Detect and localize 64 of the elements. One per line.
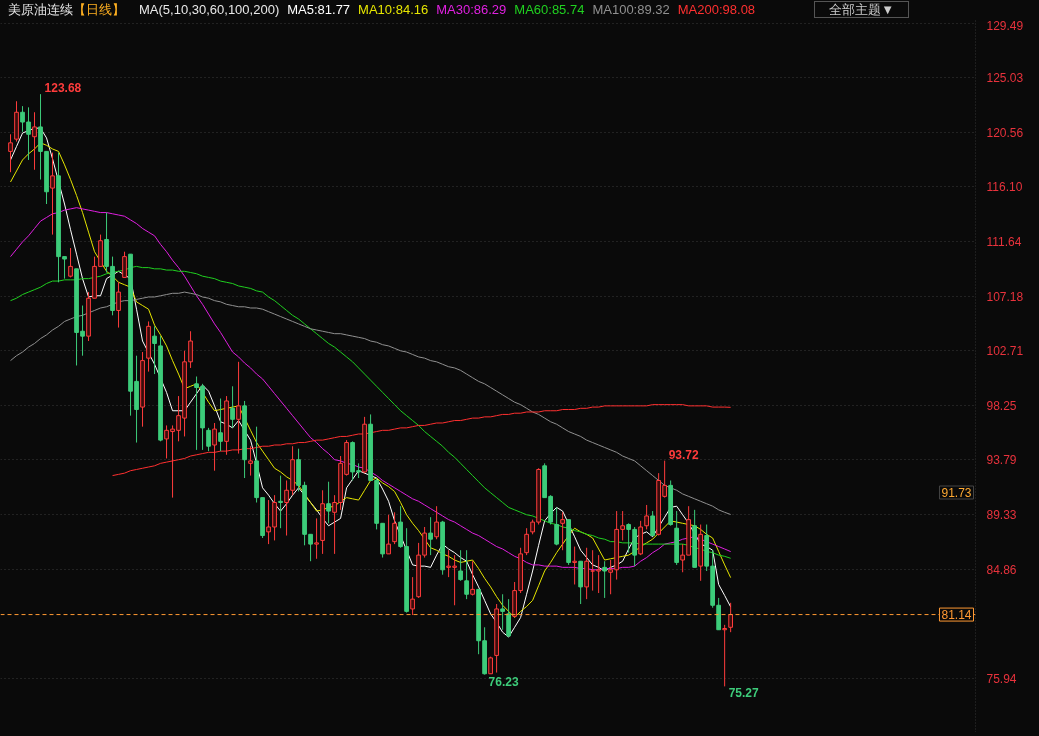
candlestick bbox=[122, 251, 127, 278]
candlestick bbox=[524, 527, 529, 556]
candlestick bbox=[68, 247, 73, 278]
candlestick bbox=[560, 511, 565, 551]
candlestick bbox=[314, 517, 319, 560]
candlestick bbox=[722, 624, 728, 687]
text: MA30:86.29 bbox=[436, 1, 507, 19]
y-tick-label: 93.79 bbox=[986, 453, 1017, 468]
candlestick bbox=[464, 549, 469, 600]
text: MA200:98.08 bbox=[677, 1, 756, 19]
y-tick-label: 125.03 bbox=[986, 71, 1024, 86]
candlestick bbox=[650, 510, 655, 537]
candlestick bbox=[470, 560, 475, 596]
candlestick bbox=[554, 506, 559, 546]
text: MA60:85.74 bbox=[514, 1, 585, 19]
candlestick bbox=[572, 546, 577, 585]
candlestick bbox=[218, 398, 223, 452]
candlestick bbox=[500, 593, 505, 631]
line-series bbox=[10, 291, 732, 515]
text: 全部主题▼ bbox=[814, 1, 909, 18]
candlestick bbox=[116, 281, 121, 329]
y-tick-label: 84.86 bbox=[986, 562, 1017, 577]
text: MA10:84.16 bbox=[358, 1, 429, 19]
text: MA100:89.32 bbox=[592, 1, 670, 19]
y-tick-label: 116.10 bbox=[986, 180, 1023, 195]
candlestick bbox=[206, 427, 211, 452]
candlestick bbox=[410, 576, 415, 616]
candlestick bbox=[728, 602, 734, 633]
candlestick bbox=[602, 560, 607, 599]
y-tick-label: 102.71 bbox=[986, 344, 1024, 359]
candlestick bbox=[434, 505, 439, 540]
y-tick-label: 120.56 bbox=[986, 125, 1024, 140]
y-tick-label: 107.18 bbox=[986, 289, 1024, 304]
y-tick-label: 89.33 bbox=[986, 507, 1017, 522]
chart-title: 美原油连续 bbox=[8, 1, 73, 19]
legend-title: MA(5,10,30,60,100,200) bbox=[139, 1, 280, 19]
annotation: 76.23 bbox=[488, 674, 519, 689]
candlestick bbox=[278, 475, 283, 529]
y-tick-label: 75.94 bbox=[986, 671, 1017, 686]
candlestick bbox=[50, 152, 55, 236]
line-series bbox=[10, 207, 732, 571]
candlestick bbox=[326, 481, 331, 524]
chart-subtitle: 【日线】 bbox=[73, 1, 125, 19]
candlestick bbox=[392, 511, 397, 545]
candlestick bbox=[152, 325, 157, 375]
candlestick bbox=[596, 554, 601, 594]
candlestick bbox=[32, 111, 37, 171]
candlestick bbox=[506, 598, 511, 638]
y-tick-label: 129.49 bbox=[986, 18, 1024, 33]
candlestick bbox=[8, 133, 13, 173]
y-tick-label: 111.64 bbox=[986, 234, 1022, 249]
annotation: 75.27 bbox=[728, 686, 760, 701]
candlestick bbox=[458, 549, 463, 582]
candlestick bbox=[230, 385, 235, 429]
text: MA5:81.77 bbox=[287, 1, 351, 19]
annotation: 123.68 bbox=[44, 81, 82, 96]
y-tick-label: 98.25 bbox=[986, 398, 1017, 413]
text: 91.73 bbox=[941, 486, 972, 500]
ref-line-label: 81.14 bbox=[941, 608, 972, 623]
annotation: 93.72 bbox=[668, 447, 699, 462]
candlestick bbox=[644, 504, 649, 530]
candlestick bbox=[212, 422, 217, 472]
candlestick bbox=[428, 516, 433, 556]
candlestick bbox=[386, 514, 391, 555]
